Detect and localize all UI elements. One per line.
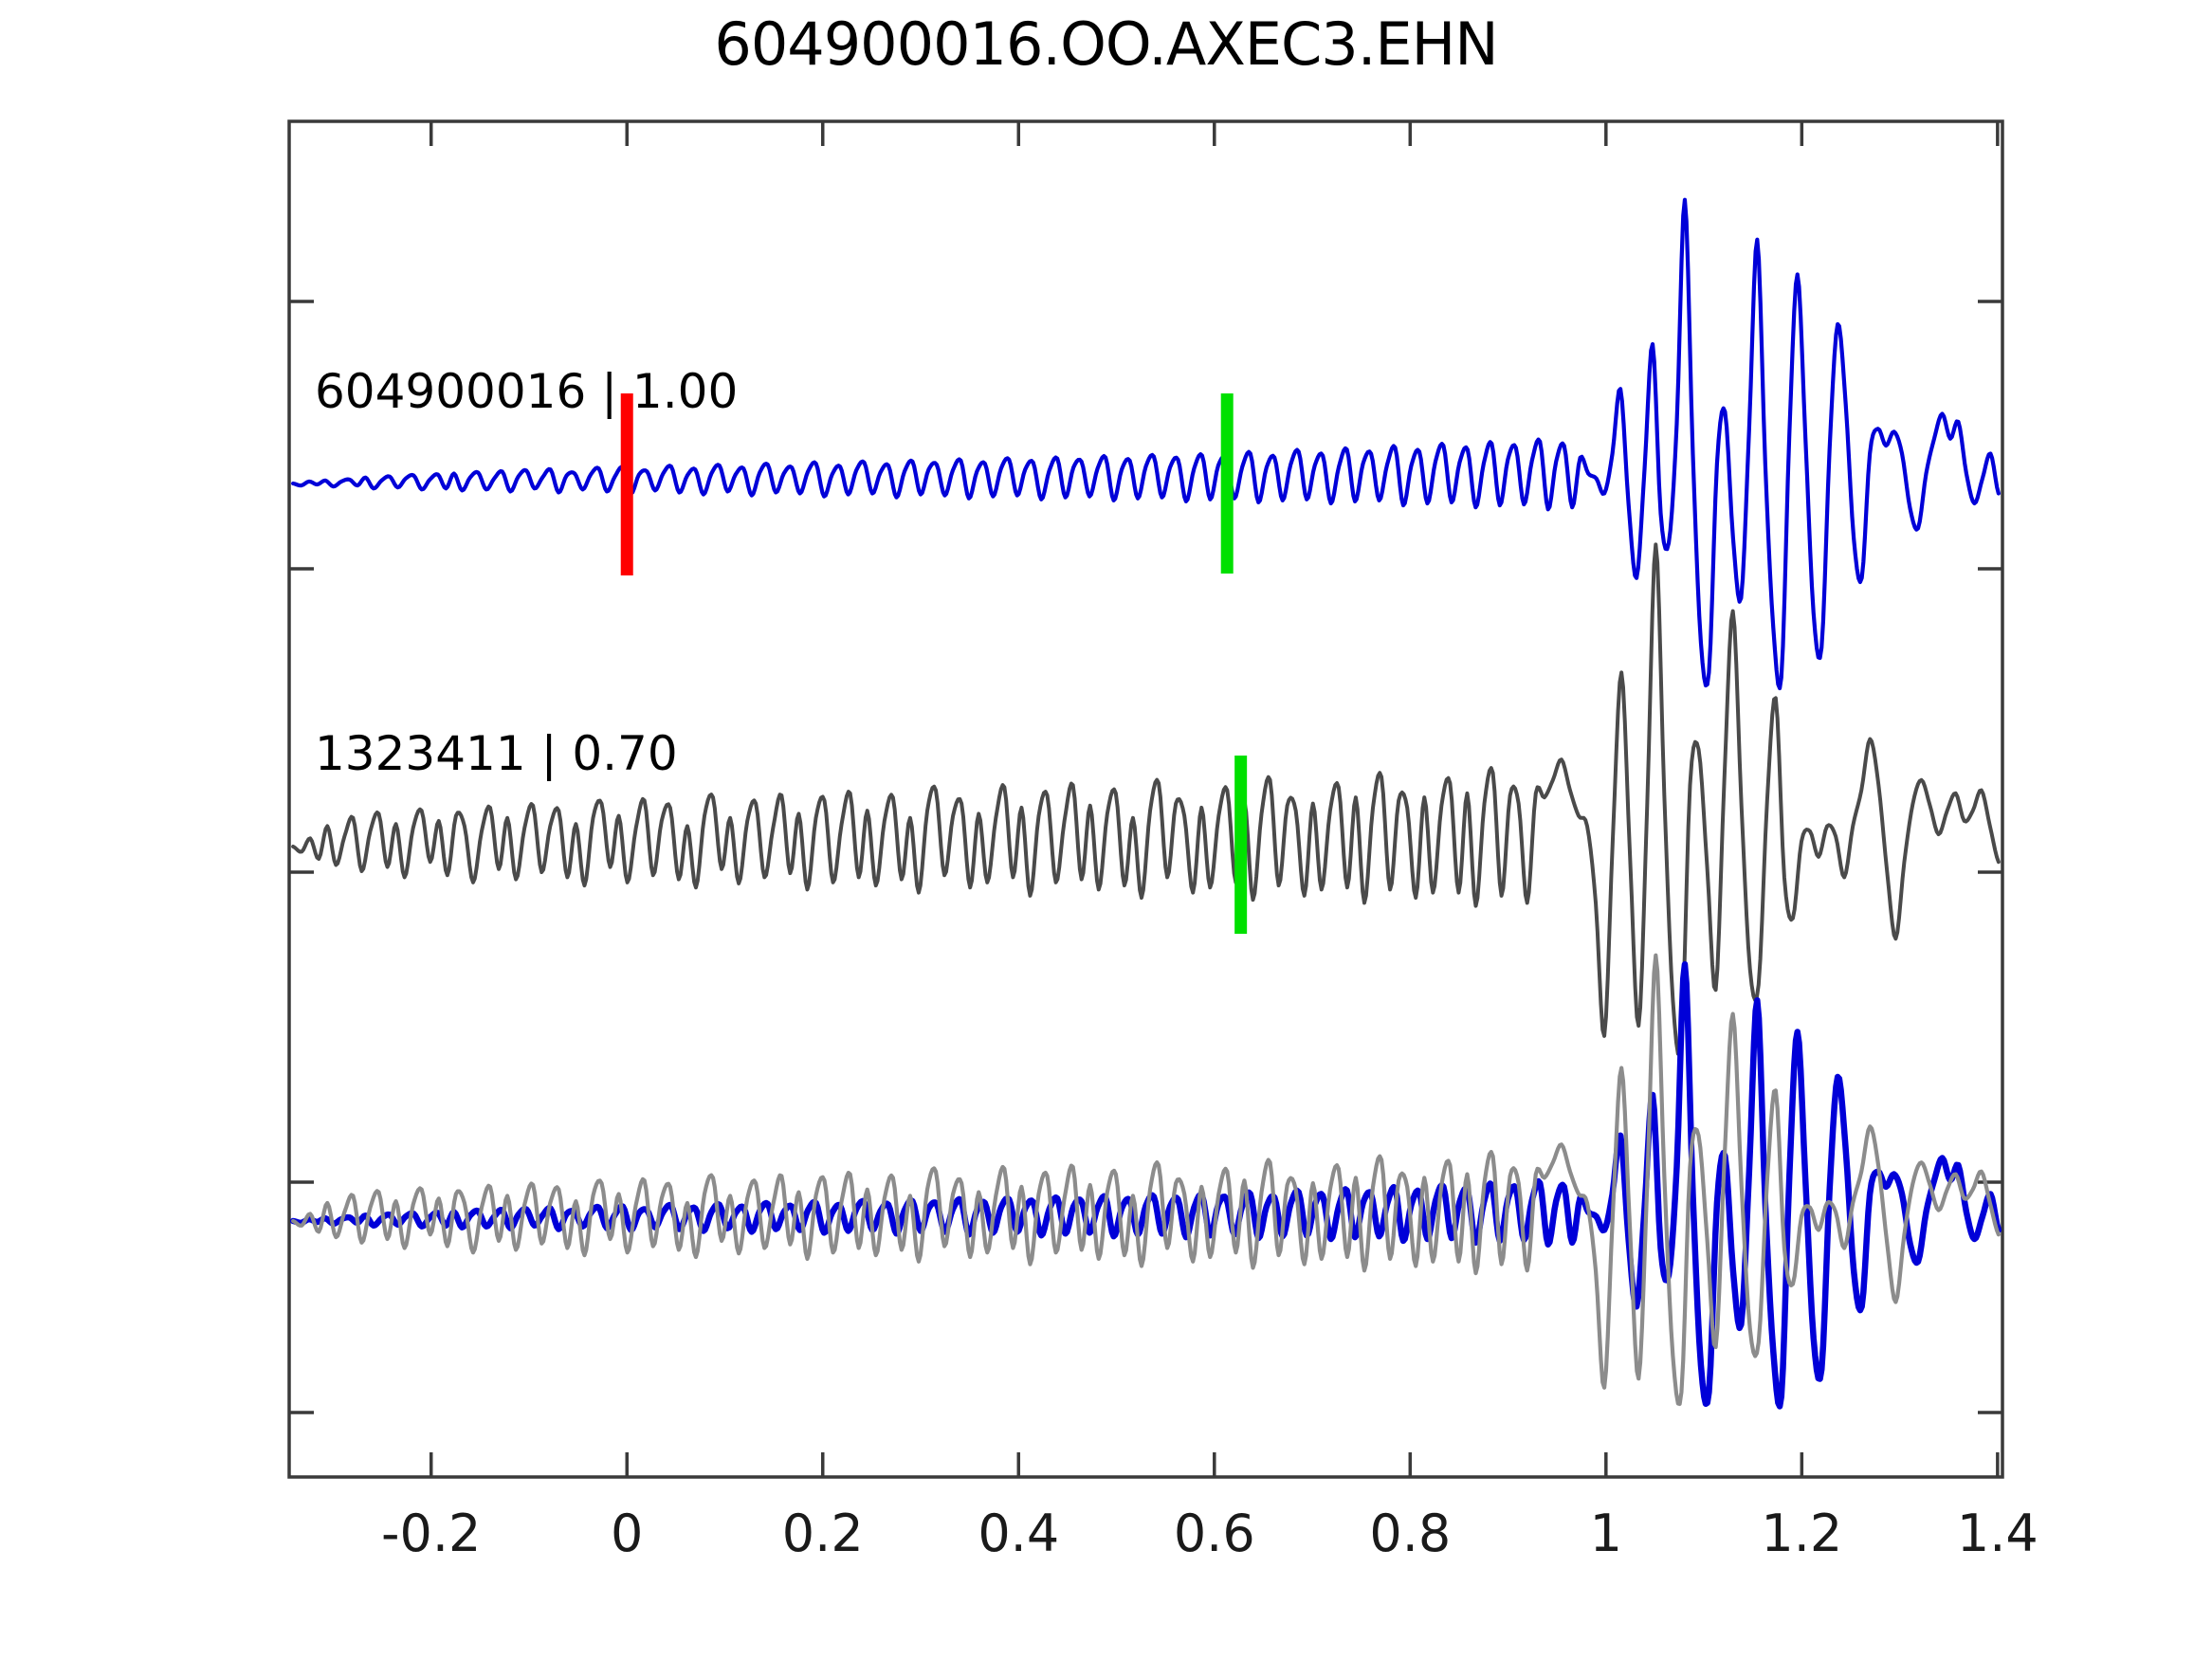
phase-pick-markers <box>620 393 1248 934</box>
x-tick-label-6: 1 <box>1590 1504 1622 1563</box>
axes-frame <box>287 119 2004 1479</box>
template-panel <box>291 197 2001 691</box>
overlay-panel <box>289 953 2002 1410</box>
plot-border <box>287 119 2004 1479</box>
trace-604900016-template-panel <box>291 197 2001 691</box>
x-tick-label-4: 0.6 <box>1174 1504 1255 1563</box>
waveform-traces <box>289 197 2002 1410</box>
x-tick-label-8: 1.4 <box>1957 1504 2038 1563</box>
x-axis-ticks <box>429 121 2000 1477</box>
page-title: 604900016.OO.AXEC3.EHN <box>714 9 1498 79</box>
x-tick-label-2: 0.2 <box>782 1504 864 1563</box>
x-axis-tick-labels: -0.2 0 0.2 0.4 0.6 0.8 1 1.2 1.4 <box>381 1504 2038 1563</box>
trace-1323411-detection-panel <box>291 542 2001 1057</box>
x-tick-label-0: -0.2 <box>381 1504 481 1563</box>
trace-label-1323411: 1323411 | 0.70 <box>315 726 678 781</box>
trace-labels: 604900016 | 1.00 1323411 | 0.70 <box>315 364 738 781</box>
trace-1323411-overlay-panel <box>291 953 2001 1407</box>
trace-label-604900016: 604900016 | 1.00 <box>315 364 738 419</box>
x-tick-label-5: 0.8 <box>1369 1504 1451 1563</box>
detection-panel <box>291 542 2001 1057</box>
x-tick-label-7: 1.2 <box>1761 1504 1842 1563</box>
x-tick-label-3: 0.4 <box>978 1504 1059 1563</box>
x-tick-label-1: 0 <box>611 1504 643 1563</box>
y-axis-ticks <box>289 300 2002 1414</box>
